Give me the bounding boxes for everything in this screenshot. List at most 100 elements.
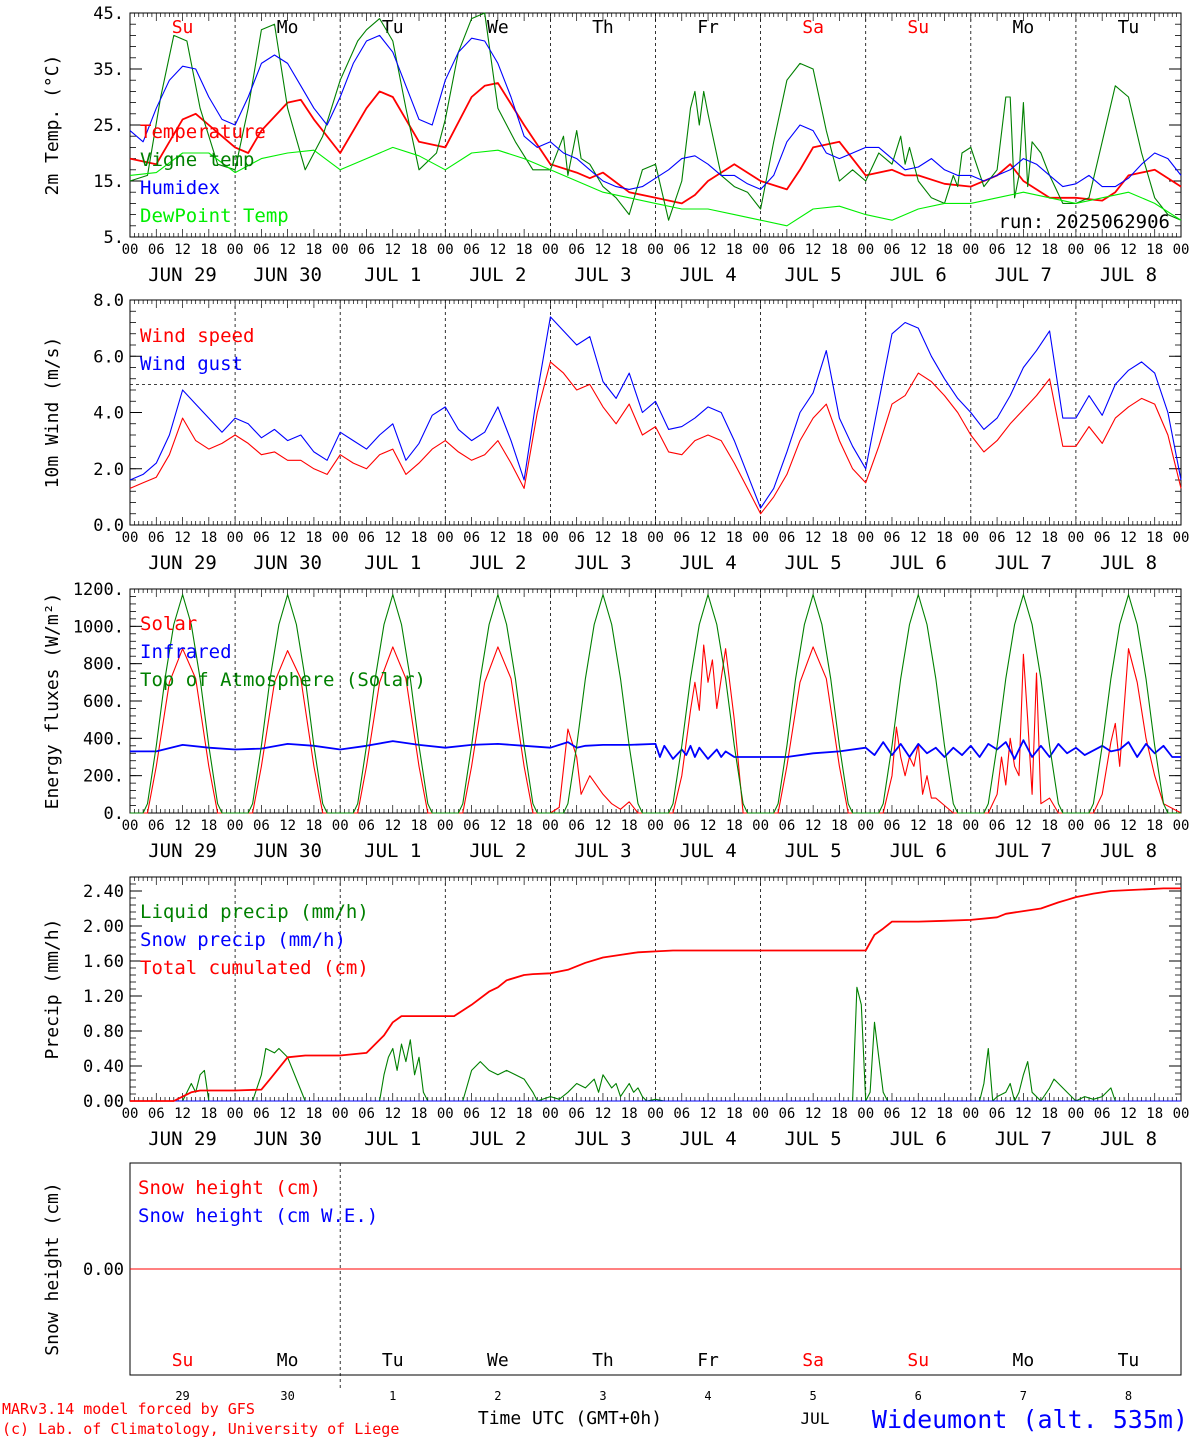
footer-model-text: MARv3.14 model forced by GFS [2, 1400, 255, 1418]
x-date-label: JUL 2 [469, 264, 526, 286]
x-hour-label: 06 [253, 242, 270, 258]
panel-snow: 0.00 Snow height (cm) Snow height (cm) Snow… [42, 1162, 1182, 1403]
x-date-label: JUL 3 [574, 264, 631, 286]
x-date-label: JUL 5 [785, 552, 842, 574]
x-hour-label: 06 [568, 530, 585, 546]
x-hour-label: 06 [989, 1106, 1006, 1122]
x-hour-label: 18 [305, 1106, 322, 1122]
x-hour-label: 18 [621, 1106, 638, 1122]
y-tick-label: 400. [83, 729, 124, 749]
legend-entry: Wind speed [140, 325, 254, 347]
x-hour-label: 06 [358, 530, 375, 546]
x-hour-label: 18 [200, 818, 217, 834]
x-hour-label: 00 [1173, 530, 1190, 546]
x-hour-label: 12 [174, 530, 191, 546]
y-tick-label: 1.60 [83, 952, 124, 972]
x-hour-label: 06 [253, 530, 270, 546]
x-hour-label: 18 [200, 530, 217, 546]
x-date-label: JUL 5 [785, 840, 842, 862]
series-line [129, 82, 1182, 205]
x-hour-label: 18 [516, 1106, 533, 1122]
x-hour-label: 12 [910, 818, 927, 834]
legend-entry: Temperature [140, 121, 266, 143]
x-hour-label: 00 [227, 818, 244, 834]
x-hour-label: 06 [148, 1106, 165, 1122]
x-hour-label: 06 [568, 818, 585, 834]
y-tick-label: 5. [104, 228, 124, 248]
x-hour-label: 12 [595, 242, 612, 258]
weekday-label: Tu [382, 1350, 404, 1371]
x-hour-label: 18 [411, 818, 428, 834]
x-hour-label: 12 [489, 530, 506, 546]
x-date-label: JUN 30 [253, 1128, 322, 1150]
x-hour-label: 12 [595, 818, 612, 834]
day-number-label: 30 [280, 1389, 294, 1403]
day-number-label: 5 [810, 1389, 817, 1403]
x-date-label: JUL 4 [679, 840, 736, 862]
legend-entry: Infrared [140, 641, 232, 663]
x-hour-label: 18 [831, 818, 848, 834]
x-hour-label: 00 [332, 242, 349, 258]
x-hour-label: 12 [1120, 1106, 1137, 1122]
y-tick-label: 1200. [73, 580, 124, 600]
x-date-label: JUN 29 [148, 552, 217, 574]
x-hour-label: 06 [778, 818, 795, 834]
x-hour-label: 06 [989, 818, 1006, 834]
x-hour-label: 00 [752, 818, 769, 834]
legend-entry: Wind gust [140, 353, 243, 375]
x-date-label: JUL 6 [890, 1128, 947, 1150]
x-hour-label: 12 [384, 242, 401, 258]
y-tick-label: 1.20 [83, 987, 124, 1007]
x-hour-label: 00 [962, 530, 979, 546]
weekday-label: Su [907, 17, 929, 38]
x-date-label: JUN 29 [148, 1128, 217, 1150]
x-hour-label: 06 [253, 818, 270, 834]
x-date-label: JUL 4 [679, 552, 736, 574]
run-label: run: 2025062906 [998, 211, 1170, 233]
x-hour-label: 18 [1041, 242, 1058, 258]
x-hour-label: 18 [1146, 1106, 1163, 1122]
x-hour-label: 12 [174, 1106, 191, 1122]
x-hour-label: 06 [463, 1106, 480, 1122]
x-hour-label: 06 [884, 242, 901, 258]
legend-entry: Solar [140, 613, 197, 635]
x-hour-label: 00 [647, 242, 664, 258]
panel-wind: 0.0 2.0 4.0 6.0 8.0 10m Wind (m/s) 00 06 12 18 00 0… [42, 291, 1189, 574]
weekday-label: Mo [277, 17, 299, 38]
x-hour-label: 12 [700, 242, 717, 258]
y-tick-label: 6.0 [93, 347, 124, 367]
x-hour-label: 18 [831, 1106, 848, 1122]
y-tick-label: 0.0 [93, 516, 124, 536]
day-number-label: 4 [704, 1389, 711, 1403]
x-hour-label: 06 [463, 818, 480, 834]
x-hour-label: 12 [279, 818, 296, 834]
x-date-label: JUL 2 [469, 840, 526, 862]
x-date-label: JUL 1 [364, 264, 421, 286]
x-date-label: JUL 5 [785, 264, 842, 286]
legend-entry: DewPoint Temp [140, 205, 289, 227]
weekday-label: Fr [697, 17, 719, 38]
x-hour-label: 06 [568, 242, 585, 258]
station-label: Wideumont (alt. 535m) [872, 1405, 1188, 1434]
x-hour-label: 18 [1146, 242, 1163, 258]
x-hour-label: 00 [647, 1106, 664, 1122]
day-number-label: 2 [494, 1389, 501, 1403]
day-number-label: 7 [1020, 1389, 1027, 1403]
y-axis-label: Snow height (cm) [42, 1182, 63, 1355]
x-hour-label: 12 [805, 530, 822, 546]
y-tick-label: 800. [83, 655, 124, 675]
x-hour-label: 00 [122, 1106, 139, 1122]
series-line [129, 12, 1182, 221]
series-line [130, 887, 1181, 1102]
x-hour-label: 12 [1120, 242, 1137, 258]
legend-entry: Humidex [140, 177, 220, 199]
y-tick-label: 0.00 [83, 1092, 124, 1112]
x-hour-label: 00 [1173, 1106, 1190, 1122]
x-hour-label: 00 [1067, 530, 1084, 546]
x-hour-label: 18 [411, 530, 428, 546]
series-line [129, 361, 1182, 515]
x-hour-label: 00 [962, 1106, 979, 1122]
x-hour-label: 18 [1146, 530, 1163, 546]
x-date-label: JUL 8 [1100, 264, 1157, 286]
